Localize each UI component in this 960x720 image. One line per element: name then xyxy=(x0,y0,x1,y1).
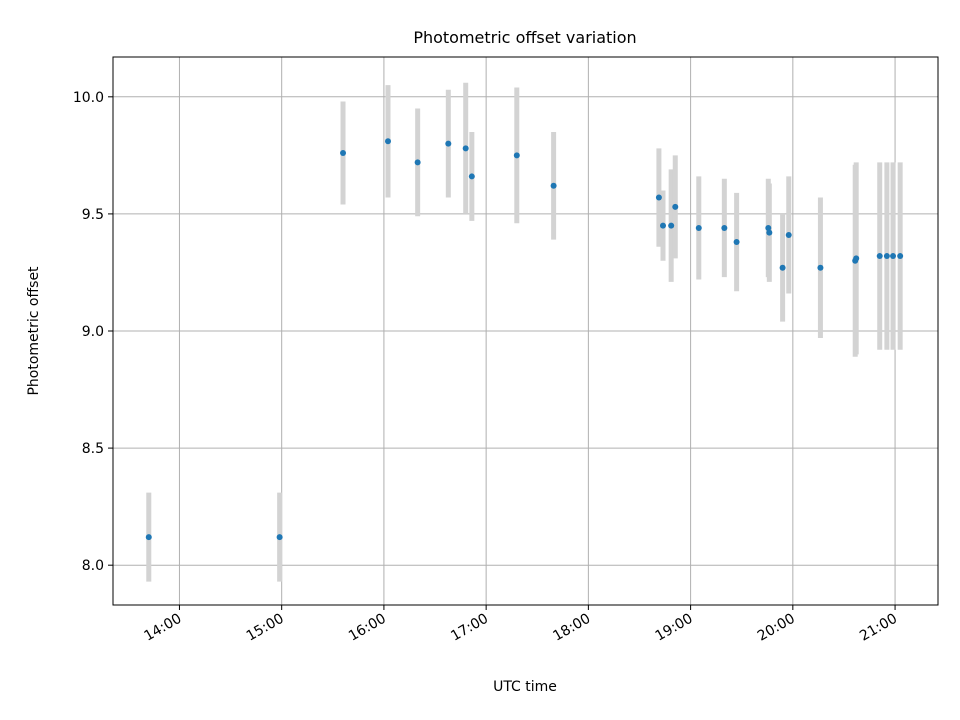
data-point xyxy=(766,229,773,236)
data-point xyxy=(890,253,897,260)
data-point xyxy=(145,534,152,541)
x-tick-label: 16:00 xyxy=(346,611,389,645)
data-point xyxy=(672,203,679,210)
error-bars xyxy=(146,82,903,582)
y-axis-label: Photometric offset xyxy=(26,266,42,396)
chart-title: Photometric offset variation xyxy=(413,28,636,47)
y-tick-label: 8.5 xyxy=(82,441,104,457)
data-point xyxy=(462,145,469,152)
data-point xyxy=(785,231,792,238)
x-tick-label: 17:00 xyxy=(448,611,491,645)
x-tick-label: 19:00 xyxy=(653,611,696,645)
x-axis-label: UTC time xyxy=(493,679,557,695)
y-tick-label: 10.0 xyxy=(73,90,104,106)
x-tick-label: 21:00 xyxy=(857,611,900,645)
data-point xyxy=(340,150,347,157)
data-point xyxy=(897,253,904,260)
data-point xyxy=(779,264,786,271)
x-tick-label: 18:00 xyxy=(550,611,593,645)
data-point xyxy=(276,534,283,541)
x-tick-label: 15:00 xyxy=(244,611,287,645)
data-point xyxy=(660,222,666,229)
x-tick-label: 14:00 xyxy=(141,611,184,645)
y-tick-label: 8.0 xyxy=(82,558,104,574)
y-tick-label: 9.0 xyxy=(82,324,104,340)
data-point xyxy=(385,138,391,145)
data-point xyxy=(445,140,452,147)
data-point xyxy=(513,152,520,159)
data-point xyxy=(733,239,740,246)
y-tick-label: 9.5 xyxy=(82,207,104,223)
data-point xyxy=(876,253,883,260)
data-point xyxy=(695,224,702,231)
data-points xyxy=(145,138,904,541)
data-point xyxy=(853,255,860,262)
data-point xyxy=(468,173,475,180)
x-tick-label: 20:00 xyxy=(755,611,798,645)
data-point xyxy=(883,253,890,260)
data-point xyxy=(668,222,675,229)
data-point xyxy=(550,182,557,189)
data-point xyxy=(817,264,824,271)
data-point xyxy=(414,159,421,166)
data-point xyxy=(655,194,662,201)
data-point xyxy=(765,224,772,231)
data-point xyxy=(721,224,728,231)
grid xyxy=(113,57,938,605)
